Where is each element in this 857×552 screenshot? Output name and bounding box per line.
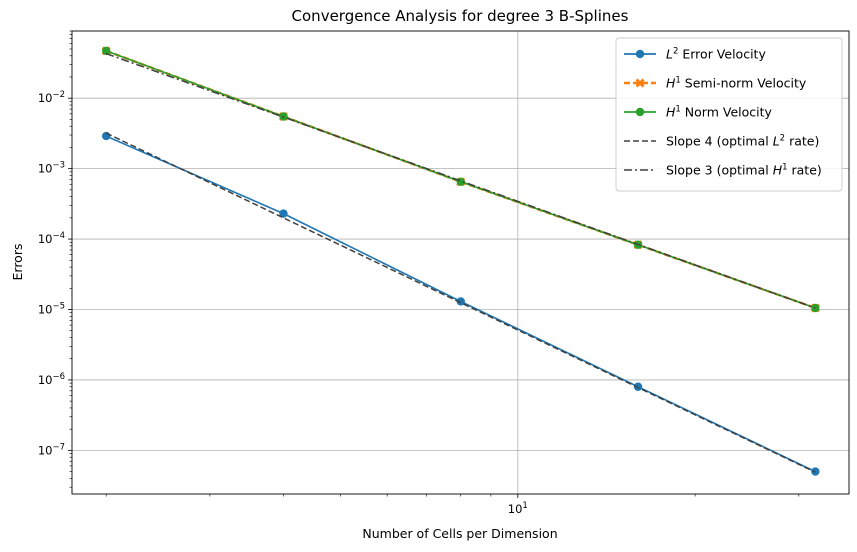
series-3 xyxy=(105,132,816,473)
data-point xyxy=(279,209,288,218)
y-tick-label: 10−5 xyxy=(38,301,65,316)
chart-title: Convergence Analysis for degree 3 B-Spli… xyxy=(292,7,629,25)
data-point xyxy=(101,131,111,141)
series-layer xyxy=(101,46,820,476)
y-tick-label: 10−2 xyxy=(38,90,65,105)
axis-ticks: 10−7 10−6 10−5 10−4 10−3 10−2 101 xyxy=(38,30,800,516)
data-point xyxy=(101,46,111,56)
series-line xyxy=(105,132,816,473)
legend-swatch-marker xyxy=(635,107,645,117)
legend-item: H1 Semi-norm Velocity xyxy=(624,76,807,91)
legend: L2 Error Velocity H1 Semi-norm Velocity H1… xyxy=(615,37,843,192)
x-axis-label: Number of Cells per Dimension xyxy=(362,526,557,541)
legend-item: Slope 3 (optimal H1 rate) xyxy=(624,163,822,178)
legend-label: Slope 4 (optimal L2 rate) xyxy=(666,134,819,149)
legend-item: Slope 4 (optimal L2 rate) xyxy=(624,134,819,149)
legend-item: H1 Norm Velocity xyxy=(624,105,773,120)
data-point xyxy=(456,297,465,306)
legend-swatch-marker xyxy=(635,49,645,59)
y-tick-label: 10−7 xyxy=(38,442,65,457)
legend-label: Slope 3 (optimal H1 rate) xyxy=(666,163,822,178)
series-4 xyxy=(105,52,816,309)
legend-box xyxy=(615,37,843,192)
y-axis-label: Errors xyxy=(10,244,25,281)
legend-item: L2 Error Velocity xyxy=(624,47,766,62)
legend-label: L2 Error Velocity xyxy=(666,47,766,62)
y-tick-label: 10−4 xyxy=(38,231,65,246)
legend-label: H1 Norm Velocity xyxy=(666,105,773,120)
y-tick-label: 10−6 xyxy=(38,372,65,387)
legend-label: H1 Semi-norm Velocity xyxy=(666,76,807,91)
y-tick-label: 10−3 xyxy=(38,161,65,176)
series-0 xyxy=(101,131,820,476)
x-tick-label: 101 xyxy=(508,501,528,516)
marker-stroke xyxy=(635,78,645,88)
legend-swatch-marker xyxy=(635,78,645,88)
series-line xyxy=(105,52,816,309)
data-point xyxy=(811,303,820,313)
